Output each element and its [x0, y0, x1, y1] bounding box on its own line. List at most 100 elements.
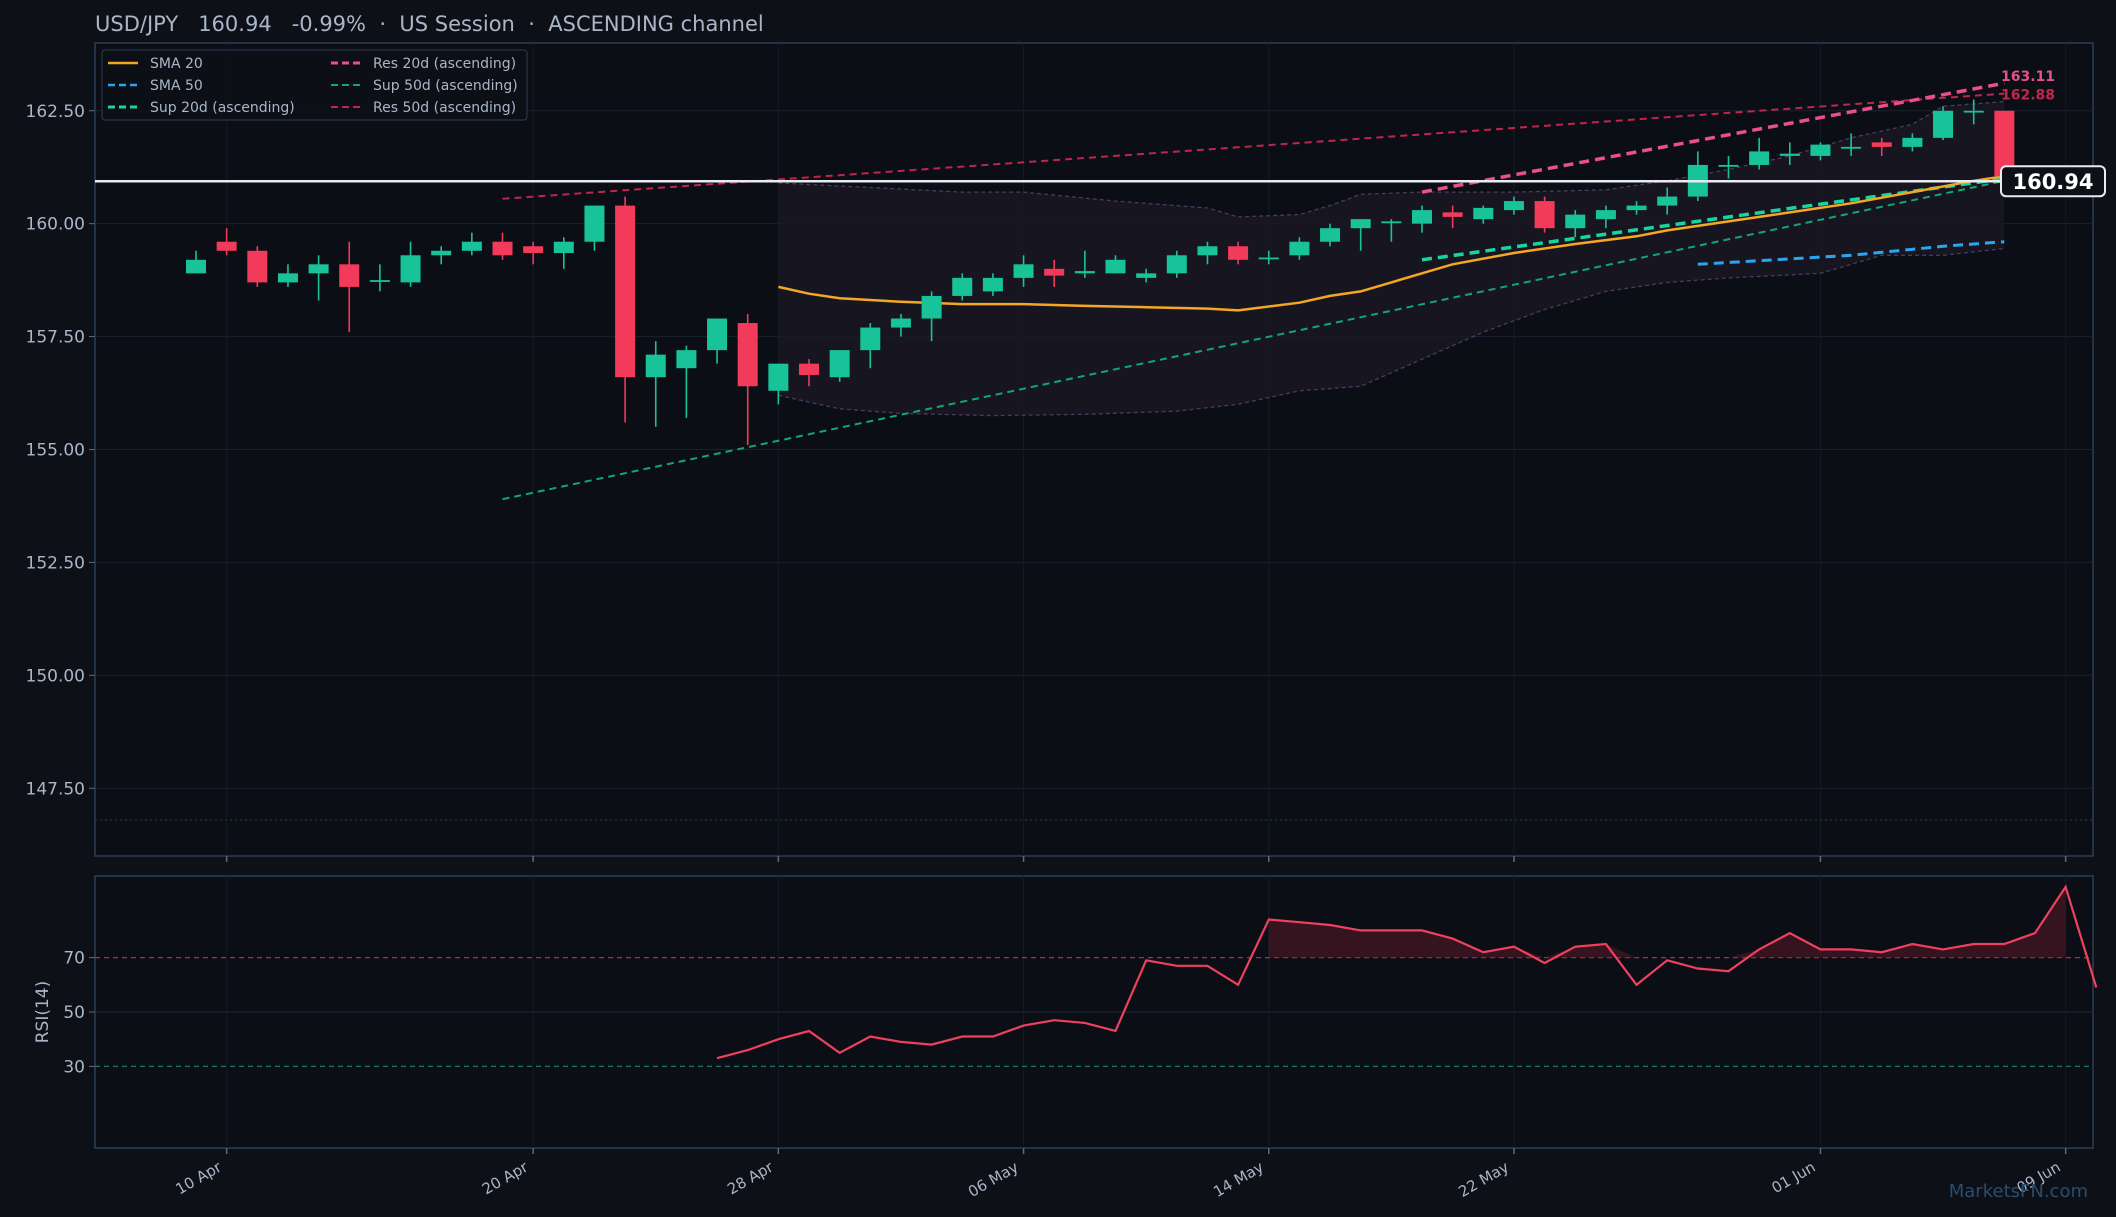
last-price-label: 160.94 — [2012, 170, 2093, 194]
candle — [1412, 205, 1432, 233]
candle — [461, 232, 482, 256]
candle-body — [1841, 146, 1862, 149]
candle — [1657, 187, 1678, 215]
legend-entry-label: Res 20d (ascending) — [373, 56, 516, 72]
candle-body — [860, 327, 881, 351]
candle — [1228, 241, 1249, 265]
candle — [1779, 142, 1800, 165]
candle — [1902, 133, 1923, 152]
candle — [645, 341, 666, 427]
candle-body — [1503, 201, 1524, 211]
price-ytick-label: 155.00 — [26, 441, 85, 461]
candle — [339, 241, 360, 333]
candle — [1963, 99, 1984, 125]
candle — [492, 232, 513, 260]
candle-body — [1136, 273, 1157, 278]
rsi-grid — [95, 876, 2093, 1148]
sma20-line — [778, 174, 2005, 312]
res50-line — [502, 92, 2005, 200]
price-ytick-label: 157.50 — [26, 328, 85, 348]
candle-body — [1166, 255, 1187, 274]
legend-entry-label: Res 50d (ascending) — [373, 100, 516, 116]
last-price-box — [2000, 165, 2106, 198]
candle-body — [1626, 205, 1647, 211]
candle — [737, 314, 758, 445]
candle-body — [1228, 246, 1249, 260]
legend-entry-label: SMA 20 — [150, 56, 203, 72]
candle-body — [369, 280, 390, 282]
rsi-line — [716, 884, 2098, 1060]
rsi-series — [716, 884, 2098, 1060]
candle-body — [1105, 259, 1126, 274]
candle-body — [1412, 210, 1432, 224]
rsi-ytick-label: 50 — [63, 1003, 85, 1023]
price-ytick-label: 147.50 — [26, 779, 85, 799]
candle-body — [1657, 196, 1678, 206]
candle — [369, 264, 390, 292]
candle — [431, 246, 452, 265]
candle — [247, 246, 268, 287]
candle-body — [431, 250, 452, 256]
candle — [186, 250, 206, 274]
candle — [400, 241, 421, 287]
candle-body — [1534, 201, 1555, 229]
candle-body — [829, 350, 850, 378]
price-ytick-label: 160.00 — [26, 215, 85, 235]
candle-body — [921, 295, 942, 319]
candle-body — [615, 205, 636, 378]
candle-body — [1749, 151, 1770, 165]
candle — [1718, 155, 1739, 179]
candle-body — [1718, 164, 1739, 167]
candle — [1595, 205, 1616, 229]
candle — [1503, 196, 1524, 215]
candle — [768, 363, 789, 405]
candle-body — [1258, 257, 1279, 260]
candle-body — [1044, 268, 1065, 276]
candle-body — [1871, 142, 1892, 147]
candle-body — [553, 241, 574, 254]
candle-body — [645, 354, 666, 378]
sup50-line — [502, 179, 2005, 501]
candle — [1565, 210, 1586, 238]
candle — [615, 196, 636, 423]
candle — [1871, 137, 1892, 156]
candle — [1442, 205, 1463, 229]
candle-body — [1289, 241, 1310, 256]
candle-body — [1595, 210, 1616, 220]
candle — [1197, 241, 1218, 265]
chart-title: USD/JPY 160.94 -0.99% · US Session · ASC… — [95, 12, 764, 36]
legend: SMA 20 SMA 50 Sup 20d (ascending) Res 20d (… — [101, 49, 528, 121]
candle — [1473, 205, 1494, 224]
candle — [707, 318, 728, 364]
price-x-ticks — [225, 856, 2067, 862]
candle — [799, 359, 819, 387]
candle-body — [1197, 246, 1218, 256]
candle — [1350, 219, 1371, 251]
candle-body — [1013, 264, 1034, 278]
candle — [1289, 237, 1310, 260]
price-ytick-label: 150.00 — [26, 666, 85, 686]
candle — [277, 264, 298, 287]
last-price-line: 160.94 — [95, 165, 2106, 198]
legend-entry-label: Sup 50d (ascending) — [373, 78, 518, 94]
candle — [1534, 196, 1555, 233]
candle — [676, 345, 697, 418]
candle-body — [768, 363, 789, 391]
candle-body — [1779, 153, 1800, 156]
candle-body — [1350, 219, 1371, 229]
candle — [860, 323, 881, 369]
rsi-overbought-fill — [1268, 886, 2066, 958]
legend-entry-label: Sup 20d (ascending) — [150, 100, 295, 116]
candle-body — [1994, 110, 2015, 177]
candle-body — [247, 250, 268, 283]
candle-body — [492, 241, 513, 256]
rsi-y-ticks: 30 50 70 — [63, 949, 95, 1077]
legend-entry-label: SMA 50 — [150, 78, 203, 94]
candle — [952, 273, 973, 301]
candle-body — [1074, 271, 1095, 274]
candle — [1841, 133, 1862, 156]
candle — [890, 314, 911, 337]
res20-line — [1421, 81, 2005, 194]
candle — [1933, 106, 1954, 141]
candle — [1994, 110, 2015, 177]
